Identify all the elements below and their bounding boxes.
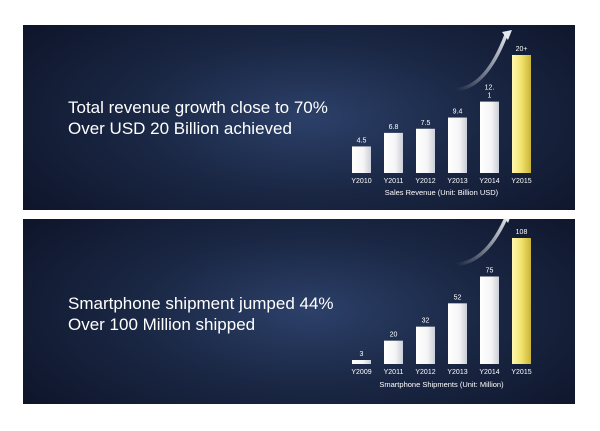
revenue-category-label: Y2014 [479, 178, 499, 185]
revenue-bar-y2011 [384, 132, 403, 173]
shipment-panel: Smartphone shipment jumped 44% Over 100 … [23, 219, 575, 404]
shipment-bar-y2009 [352, 360, 371, 364]
revenue-bar-y2015 [512, 55, 531, 173]
revenue-panel: Total revenue growth close to 70% Over U… [23, 25, 575, 210]
revenue-category-label: Y2013 [447, 178, 467, 185]
revenue-category-label: Y2015 [511, 178, 531, 185]
revenue-headline-line-2: Over USD 20 Billion achieved [68, 119, 292, 138]
revenue-headline-line-1: Total revenue growth close to 70% [68, 98, 328, 117]
revenue-chart-title: Sales Revenue (Unit: Billion USD) [385, 188, 499, 197]
revenue-bar-y2013 [448, 117, 467, 173]
shipment-growth-arrow-head [505, 219, 510, 223]
revenue-value-label: 4.5 [357, 137, 367, 144]
shipment-growth-arrow [454, 219, 508, 267]
shipment-bar-y2013 [448, 303, 467, 364]
shipment-value-label: 52 [454, 294, 462, 301]
shipment-chart-title: Smartphone Shipments (Unit: Million) [379, 380, 504, 389]
revenue-growth-arrow [454, 33, 508, 92]
shipment-value-label: 108 [516, 229, 528, 236]
revenue-bar-y2014 [480, 101, 499, 173]
shipment-headline: Smartphone shipment jumped 44% Over 100 … [68, 293, 334, 335]
shipment-category-label: Y2015 [511, 369, 531, 376]
revenue-category-label: Y2011 [384, 178, 404, 185]
shipment-value-label: 32 [422, 318, 430, 325]
shipment-category-label: Y2013 [447, 369, 467, 376]
shipment-value-label: 3 [360, 351, 364, 358]
shipment-bar-y2015 [512, 238, 531, 364]
shipment-bar-y2014 [480, 276, 499, 364]
shipment-bar-y2011 [384, 340, 403, 364]
shipment-chart: Y2009 3 Y2011 20 Y2012 32 Y2013 52 Y2014 75 Y2015 1… [351, 219, 532, 389]
shipment-value-label: 20 [390, 332, 398, 339]
shipment-category-label: Y2012 [415, 369, 435, 376]
revenue-value-label: 20+ [516, 46, 528, 53]
revenue-value-label: 6.8 [389, 124, 399, 131]
shipment-value-label: 75 [486, 268, 494, 275]
shipment-category-label: Y2011 [384, 369, 404, 376]
revenue-chart: Y2010 4.5 Y2011 6.8 Y2012 7.5 Y2013 9.4 Y2014 12.… [351, 30, 532, 197]
revenue-value-label: 7.5 [421, 120, 431, 127]
shipment-headline-line-2: Over 100 Million shipped [68, 315, 256, 334]
shipment-headline-line-1: Smartphone shipment jumped 44% [68, 294, 334, 313]
revenue-bar-y2012 [416, 128, 435, 173]
revenue-value-label: 9.4 [453, 109, 463, 116]
revenue-value-label: 12. 1 [485, 85, 495, 100]
revenue-category-label: Y2012 [415, 178, 435, 185]
revenue-category-label: Y2010 [351, 178, 371, 185]
revenue-growth-arrow-head [502, 30, 512, 40]
revenue-headline: Total revenue growth close to 70% Over U… [68, 97, 328, 139]
revenue-bar-y2010 [352, 146, 371, 173]
shipment-bar-y2012 [416, 326, 435, 364]
shipment-category-label: Y2009 [351, 369, 371, 376]
shipment-category-label: Y2014 [479, 369, 499, 376]
